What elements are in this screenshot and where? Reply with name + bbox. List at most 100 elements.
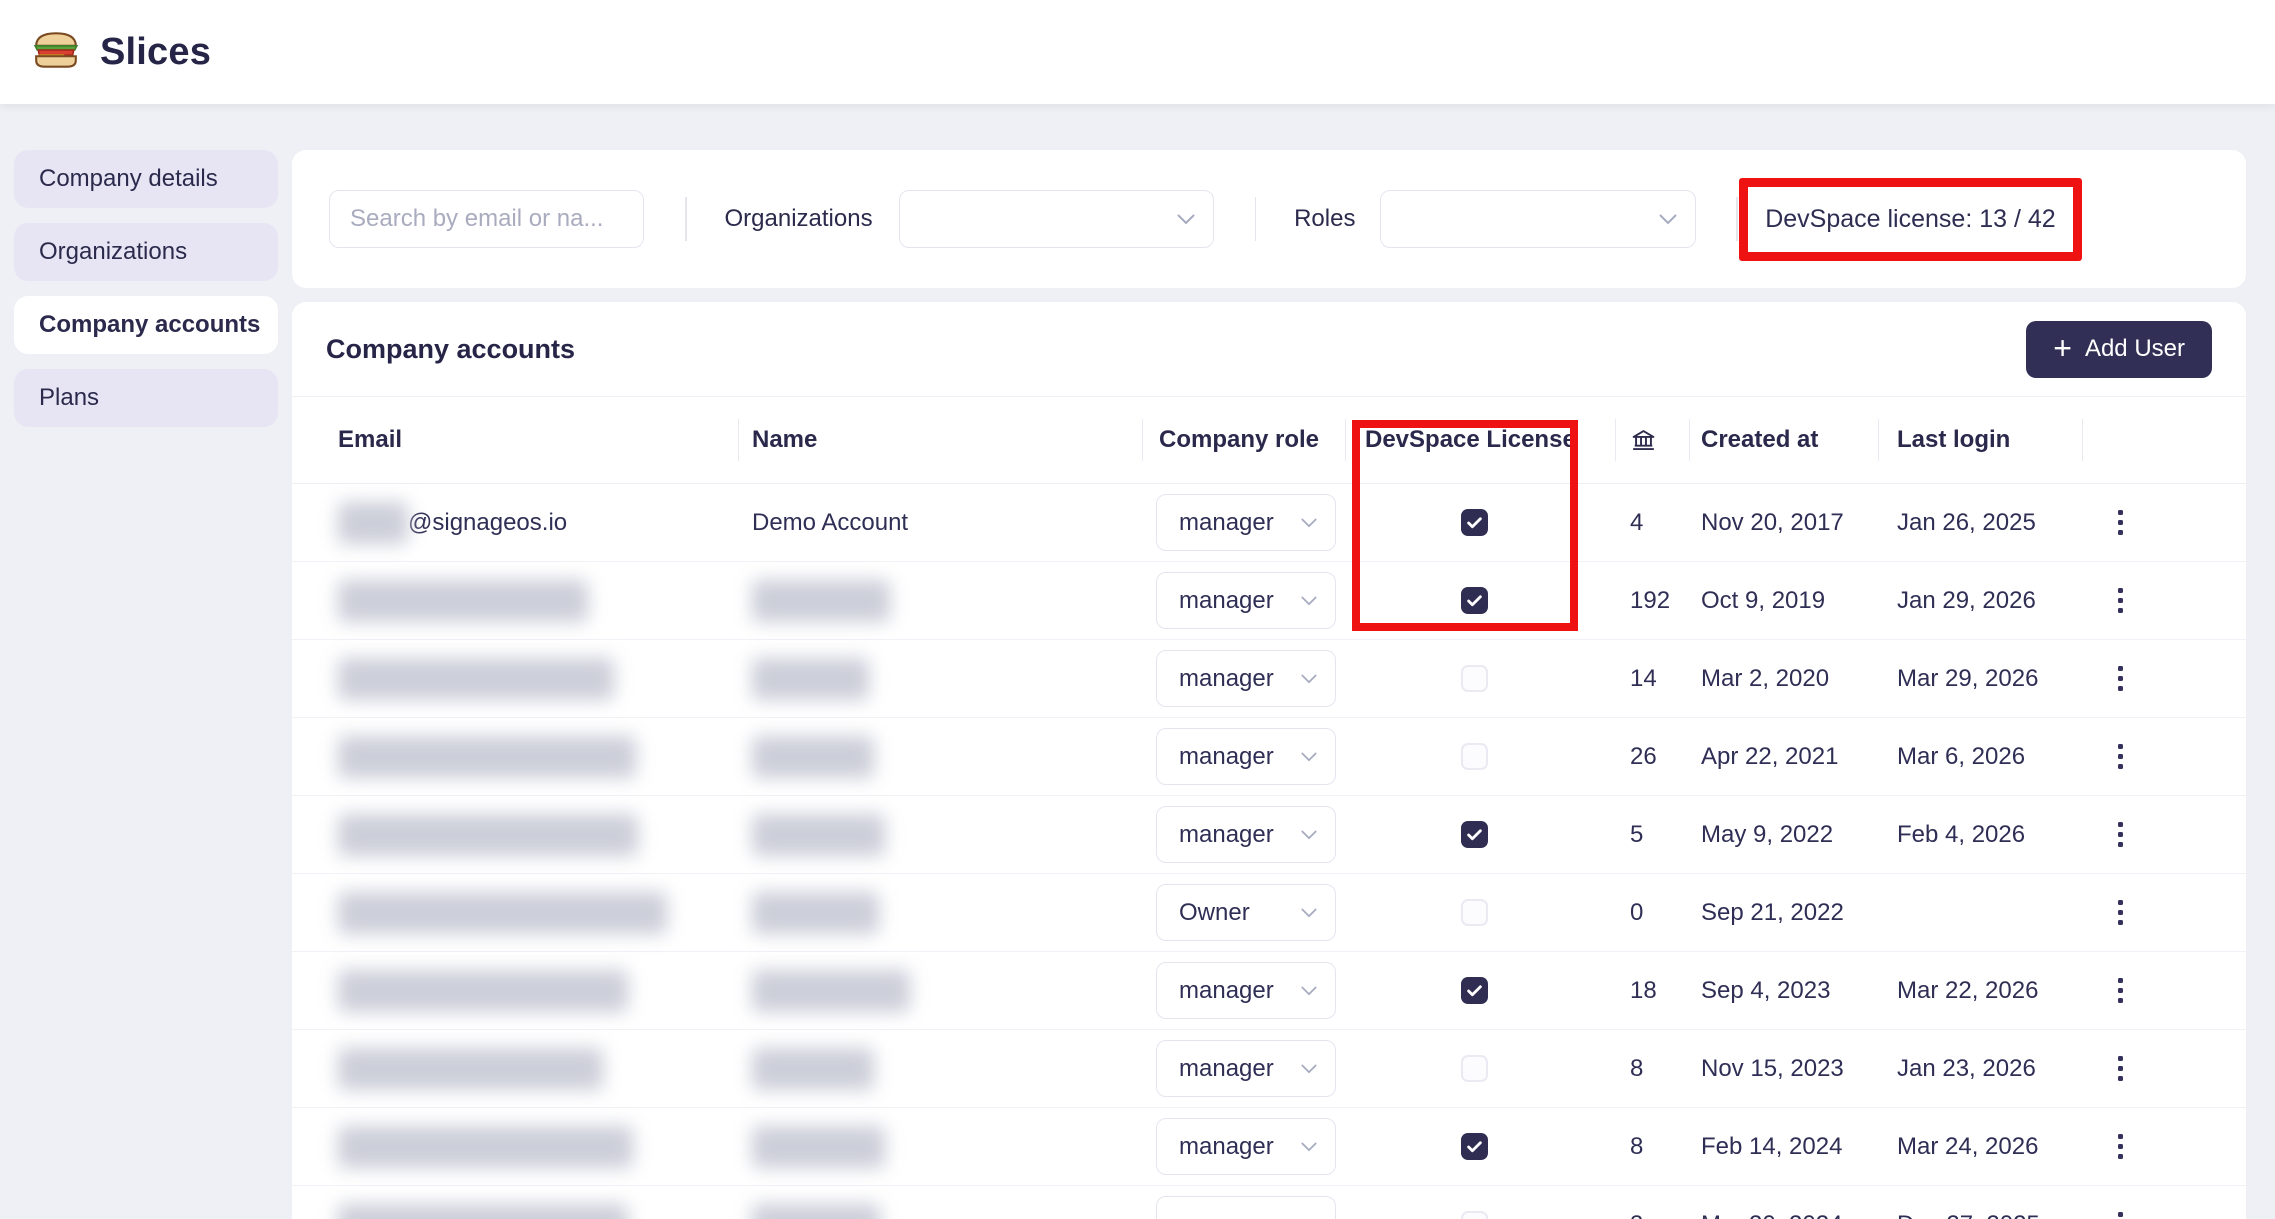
company-role-select[interactable]: manager <box>1156 494 1336 551</box>
column-header-created-at: Created at <box>1689 397 1878 483</box>
app-title: Slices <box>100 30 212 73</box>
organization-count-cell: 8 <box>1630 1132 1644 1160</box>
filter-bar: Organizations Roles DevSpace license: 13… <box>292 150 2246 288</box>
organization-count-cell: 4 <box>1630 508 1644 536</box>
company-accounts-card: Company accounts + Add User Email Name C… <box>292 302 2246 1219</box>
column-header-last-login: Last login <box>1878 397 2082 483</box>
card-header: Company accounts + Add User <box>292 302 2246 397</box>
row-menu-kebab-icon[interactable] <box>2100 815 2140 855</box>
column-header-email: Email <box>338 426 403 453</box>
chevron-down-icon <box>1301 1142 1317 1151</box>
devspace-license-checkbox[interactable] <box>1461 899 1488 926</box>
redacted-email <box>338 969 628 1012</box>
devspace-license-checkbox[interactable] <box>1461 587 1488 614</box>
devspace-license-checkbox[interactable] <box>1461 665 1488 692</box>
email-cell <box>326 874 738 951</box>
organization-count-cell: 5 <box>1630 820 1644 848</box>
name-cell <box>738 1186 1142 1219</box>
last-login-cell: Mar 6, 2026 <box>1897 742 2026 770</box>
actions-cell <box>2082 718 2212 795</box>
company-role-select[interactable]: manager <box>1156 962 1336 1019</box>
table-row: manager 26 Apr 22, 2021 Mar 6, 2026 <box>292 718 2246 796</box>
redacted-email <box>338 1047 603 1090</box>
redacted-email <box>338 1203 628 1219</box>
row-menu-kebab-icon[interactable] <box>2100 581 2140 621</box>
role-cell: Owner <box>1142 874 1345 951</box>
redacted-email <box>338 1125 633 1168</box>
roles-filter-label: Roles <box>1294 205 1356 232</box>
row-menu-kebab-icon[interactable] <box>2100 659 2140 699</box>
row-menu-kebab-icon[interactable] <box>2100 971 2140 1011</box>
sidebar-item-company-accounts[interactable]: Company accounts <box>14 296 278 354</box>
company-role-select[interactable]: manager <box>1156 1118 1336 1175</box>
name-cell <box>738 1030 1142 1107</box>
role-cell: manager <box>1142 640 1345 717</box>
column-header-devspace-license: DevSpace License <box>1345 397 1615 483</box>
name-cell <box>738 952 1142 1029</box>
devspace-license-checkbox[interactable] <box>1461 821 1488 848</box>
chevron-down-icon <box>1301 518 1317 527</box>
chevron-down-icon <box>1301 986 1317 995</box>
devspace-license-checkbox[interactable] <box>1461 509 1488 536</box>
redacted-email <box>338 501 408 544</box>
devspace-license-checkbox[interactable] <box>1461 1211 1488 1219</box>
chevron-down-icon <box>1177 214 1195 224</box>
role-cell: manager <box>1142 1186 1345 1219</box>
roles-filter-select[interactable] <box>1380 190 1697 248</box>
add-user-button[interactable]: + Add User <box>2026 320 2212 378</box>
actions-cell <box>2082 796 2212 873</box>
actions-cell <box>2082 1186 2212 1219</box>
row-menu-kebab-icon[interactable] <box>2100 503 2140 543</box>
chevron-down-icon <box>1301 830 1317 839</box>
chevron-down-icon <box>1659 214 1677 224</box>
redacted-email <box>338 735 636 778</box>
name-cell <box>738 562 1142 639</box>
organizations-filter-select[interactable] <box>898 190 1214 248</box>
company-role-select[interactable]: manager <box>1156 1196 1336 1219</box>
redacted-name <box>752 657 869 700</box>
redacted-name <box>752 813 885 856</box>
devspace-license-checkbox[interactable] <box>1461 1133 1488 1160</box>
row-menu-kebab-icon[interactable] <box>2100 737 2140 777</box>
created-at-cell: Oct 9, 2019 <box>1701 586 1826 614</box>
devspace-license-checkbox[interactable] <box>1461 743 1488 770</box>
email-cell <box>326 640 738 717</box>
sidebar-item-plans[interactable]: Plans <box>14 369 278 427</box>
row-menu-kebab-icon[interactable] <box>2100 1205 2140 1219</box>
devspace-cell <box>1345 952 1615 1029</box>
search-input[interactable] <box>329 190 644 248</box>
devspace-license-checkbox[interactable] <box>1461 1055 1488 1082</box>
organizations-filter-label: Organizations <box>724 205 873 232</box>
name-cell <box>738 874 1142 951</box>
devspace-license-checkbox[interactable] <box>1461 977 1488 1004</box>
created-at-cell: Mar 2, 2020 <box>1701 664 1830 692</box>
table-rows: @signageos.io Demo Account manager 4 Nov 20,… <box>292 484 2246 1219</box>
check-icon <box>1467 1140 1482 1152</box>
name-cell <box>738 796 1142 873</box>
row-menu-kebab-icon[interactable] <box>2100 893 2140 933</box>
row-menu-kebab-icon[interactable] <box>2100 1049 2140 1089</box>
company-role-select[interactable]: manager <box>1156 1040 1336 1097</box>
last-login-cell: Mar 22, 2026 <box>1897 976 2039 1004</box>
check-icon <box>1467 594 1482 606</box>
table-row: manager 192 Oct 9, 2019 Jan 29, 2026 <box>292 562 2246 640</box>
divider <box>1736 197 1738 241</box>
company-role-select[interactable]: Owner <box>1156 884 1336 941</box>
company-role-select[interactable]: manager <box>1156 806 1336 863</box>
sidebar-item-company-details[interactable]: Company details <box>14 150 278 208</box>
name-cell <box>738 640 1142 717</box>
table-row: manager 5 May 9, 2022 Feb 4, 2026 <box>292 796 2246 874</box>
company-role-select[interactable]: manager <box>1156 572 1336 629</box>
name-cell: Demo Account <box>752 508 909 536</box>
company-role-select[interactable]: manager <box>1156 650 1336 707</box>
last-login-cell <box>1878 874 2082 951</box>
sidebar-item-organizations[interactable]: Organizations <box>14 223 278 281</box>
actions-cell <box>2082 1030 2212 1107</box>
row-menu-kebab-icon[interactable] <box>2100 1127 2140 1167</box>
actions-cell <box>2082 484 2212 561</box>
company-role-select[interactable]: manager <box>1156 728 1336 785</box>
column-header-actions <box>2082 397 2212 483</box>
plus-icon: + <box>2053 329 2072 366</box>
